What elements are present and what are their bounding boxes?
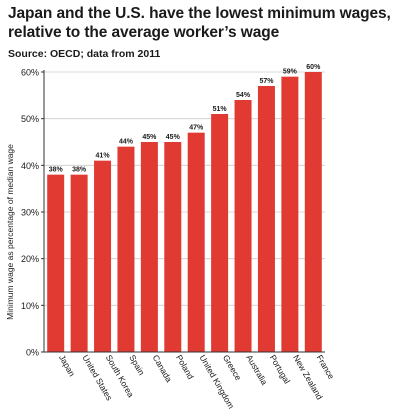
x-tick-label: Japan <box>57 353 77 378</box>
gridlines <box>44 71 325 306</box>
y-tick-label: 30% <box>21 208 39 218</box>
bar-value-label: 44% <box>119 139 134 146</box>
bar-value-label: 41% <box>96 153 111 160</box>
x-tick-label: Australia <box>244 353 269 387</box>
bar <box>257 86 275 352</box>
chart-title: Japan and the U.S. have the lowest minim… <box>8 5 391 41</box>
bar-value-label: 60% <box>306 64 321 71</box>
bars <box>47 72 322 353</box>
bar <box>281 76 299 353</box>
x-tick-label: Spain <box>127 353 147 377</box>
y-tick-label: 40% <box>21 161 39 171</box>
bar <box>117 146 135 352</box>
x-tick-label: Portugal <box>268 353 293 386</box>
bar-value-label: 54% <box>236 92 251 99</box>
bar-value-label: 38% <box>72 167 87 174</box>
bar <box>47 174 65 352</box>
y-tick-label: 10% <box>21 301 39 311</box>
y-axis-label: Minimum wage as percentage of median wag… <box>5 144 15 320</box>
bar-value-label: 45% <box>166 134 181 141</box>
bar-value-label: 51% <box>213 106 228 113</box>
bar <box>211 114 229 352</box>
bar-value-label: 47% <box>189 125 204 132</box>
y-tick-label: 0% <box>26 348 39 358</box>
bar-value-label: 59% <box>283 69 298 76</box>
bar <box>234 100 252 352</box>
x-tick-label: Greece <box>221 353 244 382</box>
bar <box>94 160 112 352</box>
x-tick-label: Poland <box>174 353 196 381</box>
bar <box>70 174 88 352</box>
bar <box>140 142 158 352</box>
axes <box>41 70 325 353</box>
bar-value-label: 45% <box>142 134 157 141</box>
y-tick-label: 60% <box>21 68 39 78</box>
bar <box>164 142 182 352</box>
y-tick-label: 20% <box>21 254 39 264</box>
x-tick-label: Canada <box>151 353 175 384</box>
x-tick-label: France <box>315 353 337 381</box>
bar-value-label: 38% <box>49 167 64 174</box>
bar-value-label: 57% <box>259 78 274 85</box>
bar <box>304 72 322 352</box>
bar <box>187 132 205 352</box>
chart-source: Source: OECD; data from 2011 <box>8 48 161 60</box>
y-tick-label: 50% <box>21 114 39 124</box>
